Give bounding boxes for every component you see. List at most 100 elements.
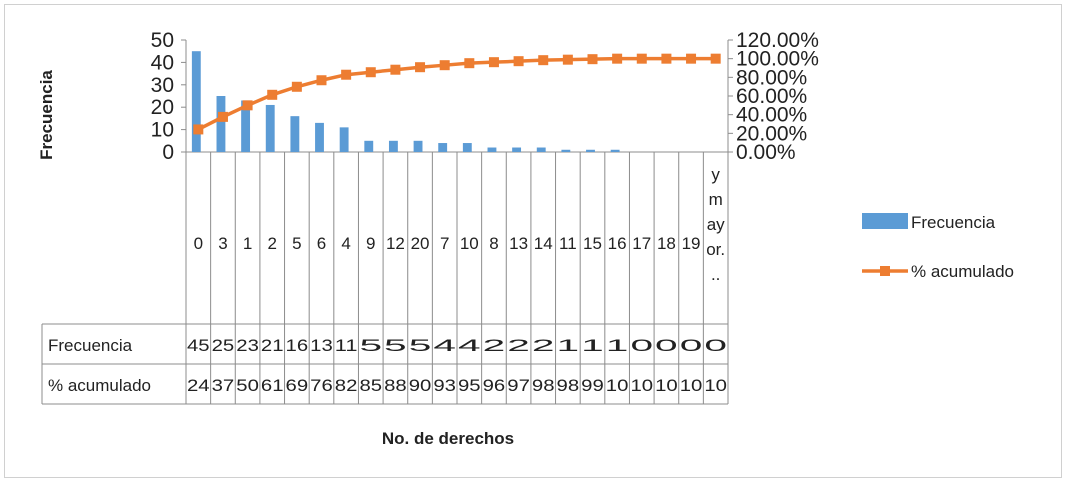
table-cell: 4	[433, 336, 456, 355]
table-cell: 85	[359, 376, 382, 395]
category-label: 1	[243, 234, 252, 253]
table-cell: 0	[655, 336, 678, 355]
table-cell: 21	[261, 336, 284, 355]
table-cell: 76	[310, 376, 333, 395]
category-label: 14	[534, 234, 553, 253]
bar	[536, 147, 546, 152]
y-right-tick-label: 40.00%	[736, 104, 807, 127]
table-cell: 90	[409, 376, 432, 395]
category-label: 10	[460, 234, 479, 253]
category-label: 17	[632, 234, 651, 253]
line-marker	[291, 81, 302, 92]
bar	[290, 116, 300, 152]
bar	[512, 147, 522, 152]
table-cell: 10	[630, 376, 653, 395]
y-left-tick-label: 40	[151, 51, 174, 74]
category-label: 2	[267, 234, 276, 253]
table-cell: 1	[557, 336, 580, 355]
bar	[241, 100, 251, 152]
legend-label: Frecuencia	[911, 213, 996, 232]
category-label: 15	[583, 234, 602, 253]
table-cell: 2	[507, 336, 530, 355]
table-cell: 37	[212, 376, 235, 395]
line-marker	[316, 75, 327, 86]
line-marker	[661, 53, 672, 64]
bar	[586, 149, 595, 152]
table-cell: 25	[212, 336, 235, 355]
table-cell: 2	[483, 336, 506, 355]
category-label: 12	[386, 234, 405, 253]
bar	[610, 149, 620, 152]
bar	[315, 122, 324, 152]
table-cell: 10	[655, 376, 678, 395]
bar	[487, 147, 497, 152]
y-left-tick-label: 50	[151, 29, 174, 52]
category-label: 19	[682, 234, 701, 253]
table-cell: 10	[606, 376, 629, 395]
table-cell: 69	[286, 376, 309, 395]
category-label: 16	[608, 234, 627, 253]
table-cell: 45	[187, 336, 210, 355]
line-marker	[267, 89, 278, 100]
table-row-label: % acumulado	[48, 376, 151, 395]
line-marker	[365, 67, 376, 78]
line-marker	[341, 69, 352, 80]
y-axis-title: Frecuencia	[37, 70, 56, 160]
category-label: 20	[411, 234, 430, 253]
line-marker	[538, 55, 549, 66]
category-label: 8	[489, 234, 498, 253]
table-cell: 96	[483, 376, 506, 395]
table-cell: 5	[359, 336, 382, 355]
x-axis-title: No. de derechos	[382, 429, 514, 448]
bar	[462, 143, 472, 152]
line-marker	[390, 64, 401, 75]
table-cell: 61	[261, 376, 284, 395]
y-right-tick-label: 80.00%	[736, 66, 807, 89]
table-cell: 13	[310, 336, 333, 355]
bar	[438, 143, 448, 152]
y-left-tick-label: 0	[162, 141, 174, 164]
line-marker	[513, 56, 524, 67]
y-left-tick-label: 10	[151, 119, 174, 142]
table-cell: 2	[532, 336, 555, 355]
table-cell: 4	[458, 336, 481, 355]
category-label: 5	[292, 234, 301, 253]
category-label: 9	[366, 234, 375, 253]
table-cell: 50	[236, 376, 259, 395]
y-right-tick-label: 120.00%	[736, 29, 819, 52]
y-right-tick-label: 100.00%	[736, 48, 819, 71]
y-right-tick-label: 0.00%	[736, 141, 796, 164]
line-marker	[587, 54, 598, 65]
bar	[413, 140, 423, 152]
y-right-tick-label: 60.00%	[736, 85, 807, 108]
table-cell: 95	[458, 376, 481, 395]
table-cell: 1	[581, 336, 604, 355]
bar	[265, 104, 275, 152]
line-marker	[439, 60, 450, 71]
category-label: 3	[218, 234, 227, 253]
table-cell: 24	[187, 376, 210, 395]
category-label: 18	[657, 234, 676, 253]
table-cell: 0	[680, 336, 703, 355]
table-cell: 97	[507, 376, 530, 395]
category-label: 7	[440, 234, 449, 253]
bar	[216, 96, 226, 152]
line-marker	[562, 54, 573, 65]
bar	[561, 149, 571, 152]
line-marker	[242, 100, 253, 111]
line-marker	[217, 111, 228, 122]
table-cell: 11	[335, 336, 358, 355]
table-cell: 99	[581, 376, 604, 395]
legend-swatch-marker	[880, 266, 890, 276]
table-row-label: Frecuencia	[48, 336, 133, 355]
legend-label: % acumulado	[911, 262, 1014, 281]
category-label: 6	[317, 234, 326, 253]
table-cell: 16	[286, 336, 309, 355]
bar	[339, 127, 349, 152]
table-cell: 23	[236, 336, 259, 355]
line-marker	[415, 62, 426, 73]
bar	[191, 51, 201, 153]
legend-swatch-bar	[862, 213, 908, 229]
chart-frame	[4, 4, 1062, 478]
